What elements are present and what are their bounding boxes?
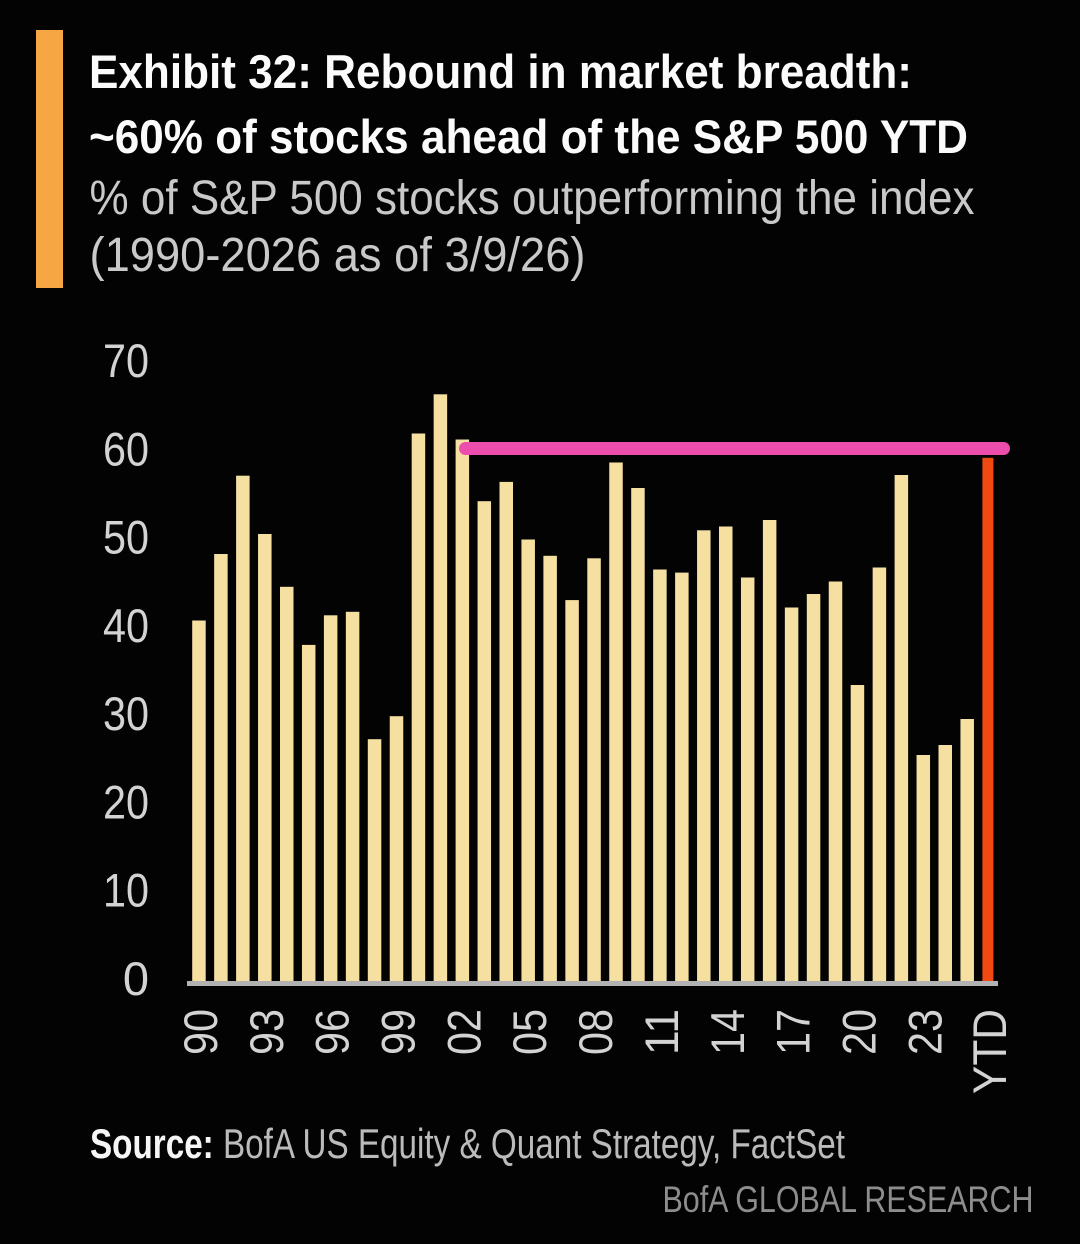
svg-text:YTD: YTD <box>963 1009 1016 1094</box>
svg-text:08: 08 <box>569 1009 622 1055</box>
svg-text:0: 0 <box>123 952 149 1005</box>
svg-text:02: 02 <box>437 1009 490 1055</box>
svg-text:BofA GLOBAL RESEARCH: BofA GLOBAL RESEARCH <box>663 1179 1034 1220</box>
svg-text:99: 99 <box>372 1009 425 1055</box>
svg-text:(1990-2026 as of 3/9/26): (1990-2026 as of 3/9/26) <box>90 229 586 282</box>
svg-text:93: 93 <box>240 1009 293 1055</box>
svg-text:% of S&P 500 stocks outperform: % of S&P 500 stocks outperforming the in… <box>90 172 975 225</box>
svg-text:96: 96 <box>306 1009 359 1055</box>
svg-text:60: 60 <box>103 422 149 475</box>
svg-text:Source: BofA US Equity & Quant: Source: BofA US Equity & Quant Strategy,… <box>90 1120 845 1167</box>
svg-text:23: 23 <box>898 1009 951 1055</box>
svg-text:10: 10 <box>103 864 149 917</box>
svg-text:30: 30 <box>103 687 149 740</box>
svg-text:90: 90 <box>174 1009 227 1055</box>
svg-text:50: 50 <box>103 511 149 564</box>
svg-text:11: 11 <box>635 1009 688 1055</box>
svg-text:14: 14 <box>701 1009 754 1055</box>
svg-text:40: 40 <box>103 599 149 652</box>
svg-text:Exhibit 32: Rebound in market: Exhibit 32: Rebound in market breadth: <box>89 45 912 98</box>
svg-text:05: 05 <box>503 1009 556 1055</box>
svg-text:20: 20 <box>833 1009 886 1055</box>
svg-text:20: 20 <box>103 776 149 829</box>
svg-text:70: 70 <box>103 334 149 387</box>
svg-text:~60% of stocks ahead of the S&: ~60% of stocks ahead of the S&P 500 YTD <box>89 110 968 163</box>
svg-text:17: 17 <box>767 1009 820 1055</box>
